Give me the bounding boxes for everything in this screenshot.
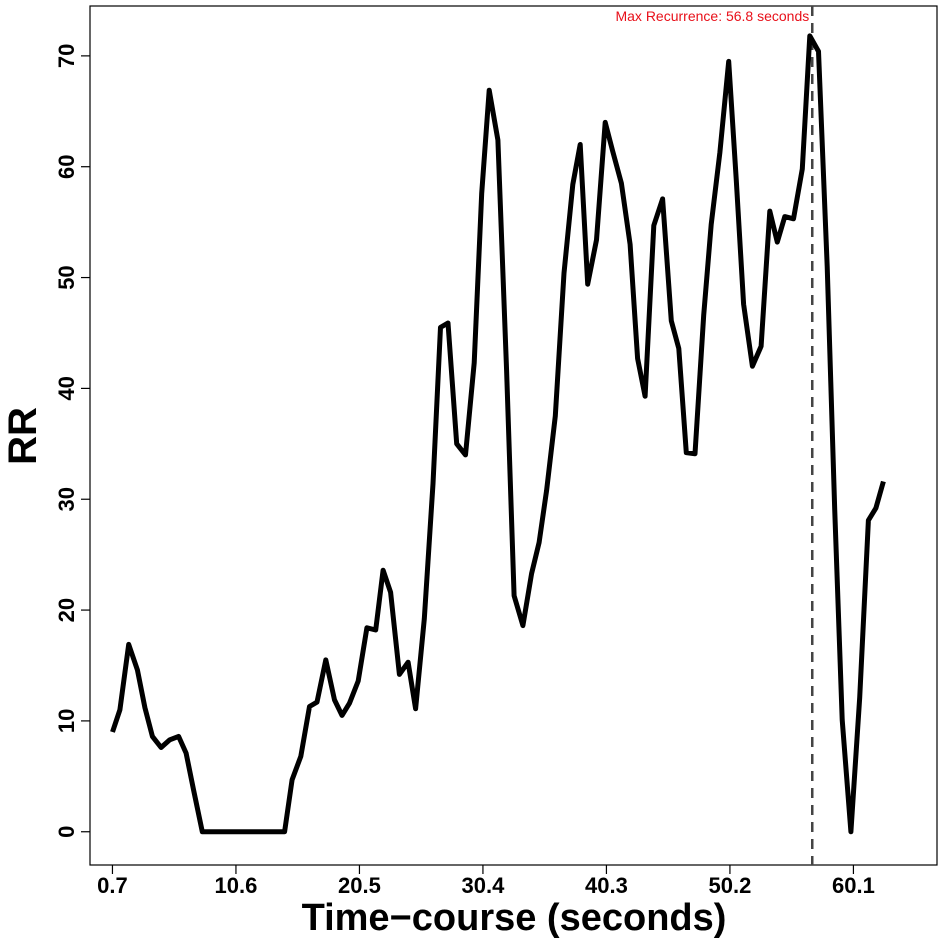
x-tick-label: 50.2 — [709, 873, 752, 898]
x-tick-label: 0.7 — [97, 873, 128, 898]
y-tick-label: 50 — [54, 265, 79, 289]
y-tick-label: 40 — [54, 376, 79, 400]
x-tick-label: 20.5 — [338, 873, 381, 898]
y-tick-label: 10 — [54, 709, 79, 733]
y-axis: 0 10 20 30 40 50 60 70 — [54, 44, 90, 838]
y-tick-label: 0 — [54, 826, 79, 838]
x-tick-label: 40.3 — [585, 873, 628, 898]
y-tick-label: 20 — [54, 598, 79, 622]
max-recurrence-label: Max Recurrence: 56.8 seconds — [615, 8, 809, 24]
y-tick-label: 70 — [54, 44, 79, 68]
y-tick-label: 60 — [54, 154, 79, 178]
y-tick-label: 30 — [54, 487, 79, 511]
plot-frame — [89, 5, 938, 866]
x-tick-label: 30.4 — [462, 873, 506, 898]
y-axis-title: RR — [1, 407, 45, 465]
series-layer — [110, 33, 886, 835]
x-tick-label: 60.1 — [832, 873, 875, 898]
x-axis-title: Time−course (seconds) — [302, 897, 727, 939]
series-line — [110, 33, 886, 835]
x-axis: 0.7 10.6 20.5 30.4 40.3 50.2 60.1 — [97, 865, 875, 898]
x-tick-label: 10.6 — [215, 873, 258, 898]
